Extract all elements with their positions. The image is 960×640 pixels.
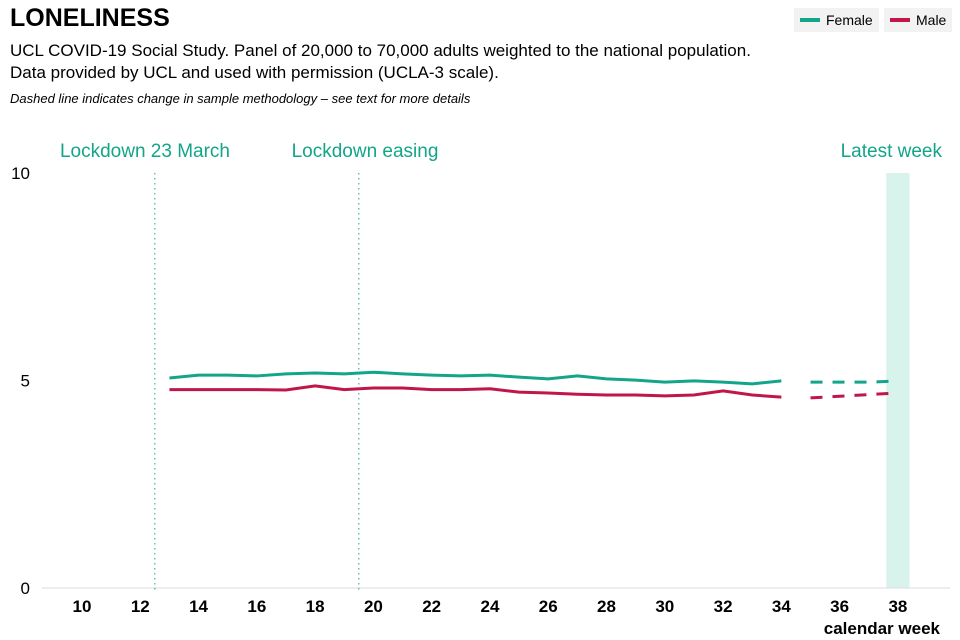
y-tick-label: 0 [21,579,30,598]
subtitle-1: UCL COVID-19 Social Study. Panel of 20,0… [10,41,751,60]
x-tick-label: 36 [830,597,849,616]
legend-swatch-female [800,18,820,22]
legend-swatch-male [890,18,910,22]
legend-label-male: Male [916,12,947,28]
latest-week-band [886,173,910,588]
series-dashed-female [810,379,898,384]
annotation-easing: Lockdown easing [292,141,439,162]
series-dashed-male [810,391,899,400]
series-line-male [169,384,782,399]
x-tick-label: 34 [772,597,791,616]
x-tick-label: 18 [306,597,325,616]
series-line-female [169,370,782,386]
methodology-note: Dashed line indicates change in sample m… [10,91,471,106]
x-tick-label: 26 [539,597,558,616]
x-tick-label: 10 [73,597,92,616]
legend-label-female: Female [826,12,873,28]
x-tick-label: 38 [888,597,907,616]
x-tick-label: 14 [189,597,208,616]
y-tick-label: 10 [11,164,30,183]
x-tick-label: 28 [597,597,616,616]
y-tick-label: 5 [21,372,30,391]
legend-female: Female [794,8,879,32]
x-tick-label: 22 [422,597,441,616]
subtitle-2: Data provided by UCL and used with permi… [10,63,499,82]
x-tick-label: 20 [364,597,383,616]
x-tick-label: 24 [480,597,499,616]
x-tick-label: 30 [655,597,674,616]
annotation-latest-week: Latest week [841,141,943,162]
legend-male: Male [884,8,953,32]
x-tick-label: 32 [714,597,733,616]
chart-title: LONELINESS [10,4,170,32]
annotation-lockdown: Lockdown 23 March [60,141,230,162]
x-axis-label: calendar week [824,619,941,638]
x-tick-label: 12 [131,597,150,616]
x-tick-label: 16 [247,597,266,616]
